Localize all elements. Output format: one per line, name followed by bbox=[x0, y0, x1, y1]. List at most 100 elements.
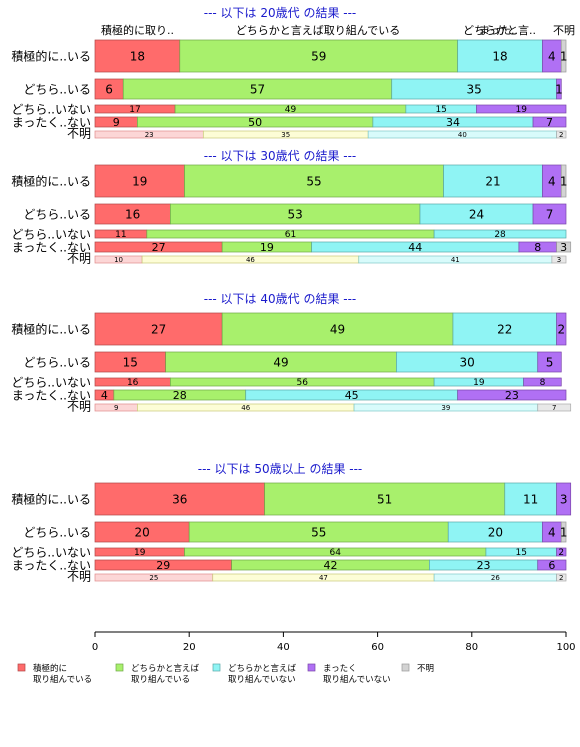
x-tick-label: 40 bbox=[277, 642, 290, 653]
data-label: 23 bbox=[145, 131, 154, 139]
data-label: 20 bbox=[134, 525, 149, 539]
legend-label: 取り組んでいない bbox=[228, 674, 296, 685]
data-label: 3 bbox=[557, 256, 561, 264]
data-label: 18 bbox=[492, 49, 507, 63]
data-label: 45 bbox=[345, 389, 359, 402]
bar-segment bbox=[94, 164, 185, 198]
data-label: 29 bbox=[156, 559, 170, 572]
x-tick-label: 20 bbox=[183, 642, 196, 653]
category-label: 不明 bbox=[67, 399, 91, 413]
data-label: 1 bbox=[555, 82, 563, 96]
data-label: 19 bbox=[134, 548, 146, 558]
category-label: 積極的に..いる bbox=[11, 491, 91, 506]
category-label: 不明 bbox=[67, 251, 91, 265]
bar-segment bbox=[556, 573, 567, 582]
data-label: 35 bbox=[281, 131, 290, 139]
data-label: 25 bbox=[149, 574, 158, 582]
data-label: 7 bbox=[546, 207, 554, 221]
x-tick-label: 80 bbox=[465, 642, 478, 653]
legend-label: 不明 bbox=[417, 664, 434, 674]
category-label: どちら..いない bbox=[11, 375, 91, 389]
data-label: 18 bbox=[130, 49, 145, 63]
legend-swatch bbox=[401, 663, 410, 672]
data-label: 35 bbox=[467, 82, 482, 96]
bar-segment bbox=[457, 389, 567, 401]
data-label: 15 bbox=[516, 548, 527, 558]
top-label: 不明 bbox=[553, 24, 575, 37]
data-label: 28 bbox=[494, 230, 506, 240]
data-label: 1 bbox=[560, 525, 568, 539]
bar-segment bbox=[504, 482, 557, 516]
data-label: 2 bbox=[559, 574, 563, 582]
x-tick-label: 60 bbox=[371, 642, 384, 653]
data-label: 20 bbox=[488, 525, 503, 539]
data-label: 6 bbox=[548, 559, 555, 572]
legend-label: 取り組んでいる bbox=[33, 674, 92, 685]
category-label: まったく..ない bbox=[12, 240, 91, 254]
bar-segment bbox=[556, 482, 572, 516]
data-label: 10 bbox=[114, 256, 123, 264]
bar-segment bbox=[433, 229, 567, 239]
legend-label: どちらかと言えば bbox=[228, 663, 297, 674]
bar-segment bbox=[560, 164, 567, 198]
legend-swatch bbox=[17, 663, 26, 672]
top-label: 積極的に取り.. bbox=[101, 23, 174, 37]
data-label: 64 bbox=[329, 548, 341, 558]
data-label: 4 bbox=[101, 389, 108, 402]
bar-segment bbox=[94, 312, 223, 346]
bar-segment bbox=[476, 104, 567, 114]
data-label: 16 bbox=[125, 207, 140, 221]
data-label: 28 bbox=[173, 389, 187, 402]
x-tick-label: 0 bbox=[92, 642, 98, 653]
data-label: 55 bbox=[311, 525, 326, 539]
data-label: 27 bbox=[151, 322, 166, 336]
category-label: どちら..いる bbox=[23, 82, 91, 96]
data-label: 46 bbox=[241, 404, 250, 412]
data-label: 53 bbox=[288, 207, 303, 221]
bar-segment bbox=[556, 547, 567, 557]
category-label: どちら..いる bbox=[23, 207, 91, 221]
data-label: 42 bbox=[324, 559, 338, 572]
data-label: 46 bbox=[246, 256, 255, 264]
category-label: 積極的に..いる bbox=[11, 321, 91, 336]
data-label: 23 bbox=[505, 389, 519, 402]
data-label: 2 bbox=[559, 131, 563, 139]
bar-segment bbox=[556, 78, 562, 100]
data-label: 3 bbox=[560, 492, 568, 506]
legend-label: 取り組んでいない bbox=[323, 674, 391, 685]
data-label: 4 bbox=[548, 49, 556, 63]
data-label: 2 bbox=[557, 322, 565, 336]
data-label: 34 bbox=[446, 116, 460, 129]
data-label: 24 bbox=[469, 207, 484, 221]
data-label: 44 bbox=[408, 241, 422, 254]
category-label: まったく..ない bbox=[12, 115, 91, 129]
data-label: 57 bbox=[250, 82, 265, 96]
data-label: 59 bbox=[311, 49, 326, 63]
top-label: まった.. bbox=[478, 24, 518, 37]
legend-label: どちらかと言えば bbox=[131, 663, 200, 674]
bar-segment bbox=[184, 164, 444, 198]
bar-segment bbox=[532, 203, 567, 225]
category-label: どちら..いない bbox=[11, 545, 91, 559]
data-label: 23 bbox=[477, 559, 491, 572]
data-label: 9 bbox=[114, 404, 118, 412]
data-label: 40 bbox=[458, 131, 467, 139]
data-label: 41 bbox=[451, 256, 460, 264]
category-label: どちら..いる bbox=[23, 355, 91, 369]
top-label: どちらかと言.. bbox=[463, 24, 536, 37]
bar-segment bbox=[551, 255, 567, 264]
data-label: 22 bbox=[497, 322, 512, 336]
data-label: 9 bbox=[113, 116, 120, 129]
data-label: 56 bbox=[297, 378, 309, 388]
data-label: 26 bbox=[491, 574, 500, 582]
category-label: どちら..いる bbox=[23, 525, 91, 539]
category-label: 積極的に..いる bbox=[11, 173, 91, 188]
data-label: 2 bbox=[558, 548, 564, 558]
bar-segment bbox=[532, 116, 567, 128]
data-label: 8 bbox=[540, 378, 546, 388]
data-label: 19 bbox=[132, 174, 147, 188]
legend-label: まったく bbox=[323, 664, 357, 674]
panel-title: --- 以下は 40歳代 の結果 --- bbox=[204, 292, 357, 306]
bar-segment bbox=[556, 312, 567, 346]
